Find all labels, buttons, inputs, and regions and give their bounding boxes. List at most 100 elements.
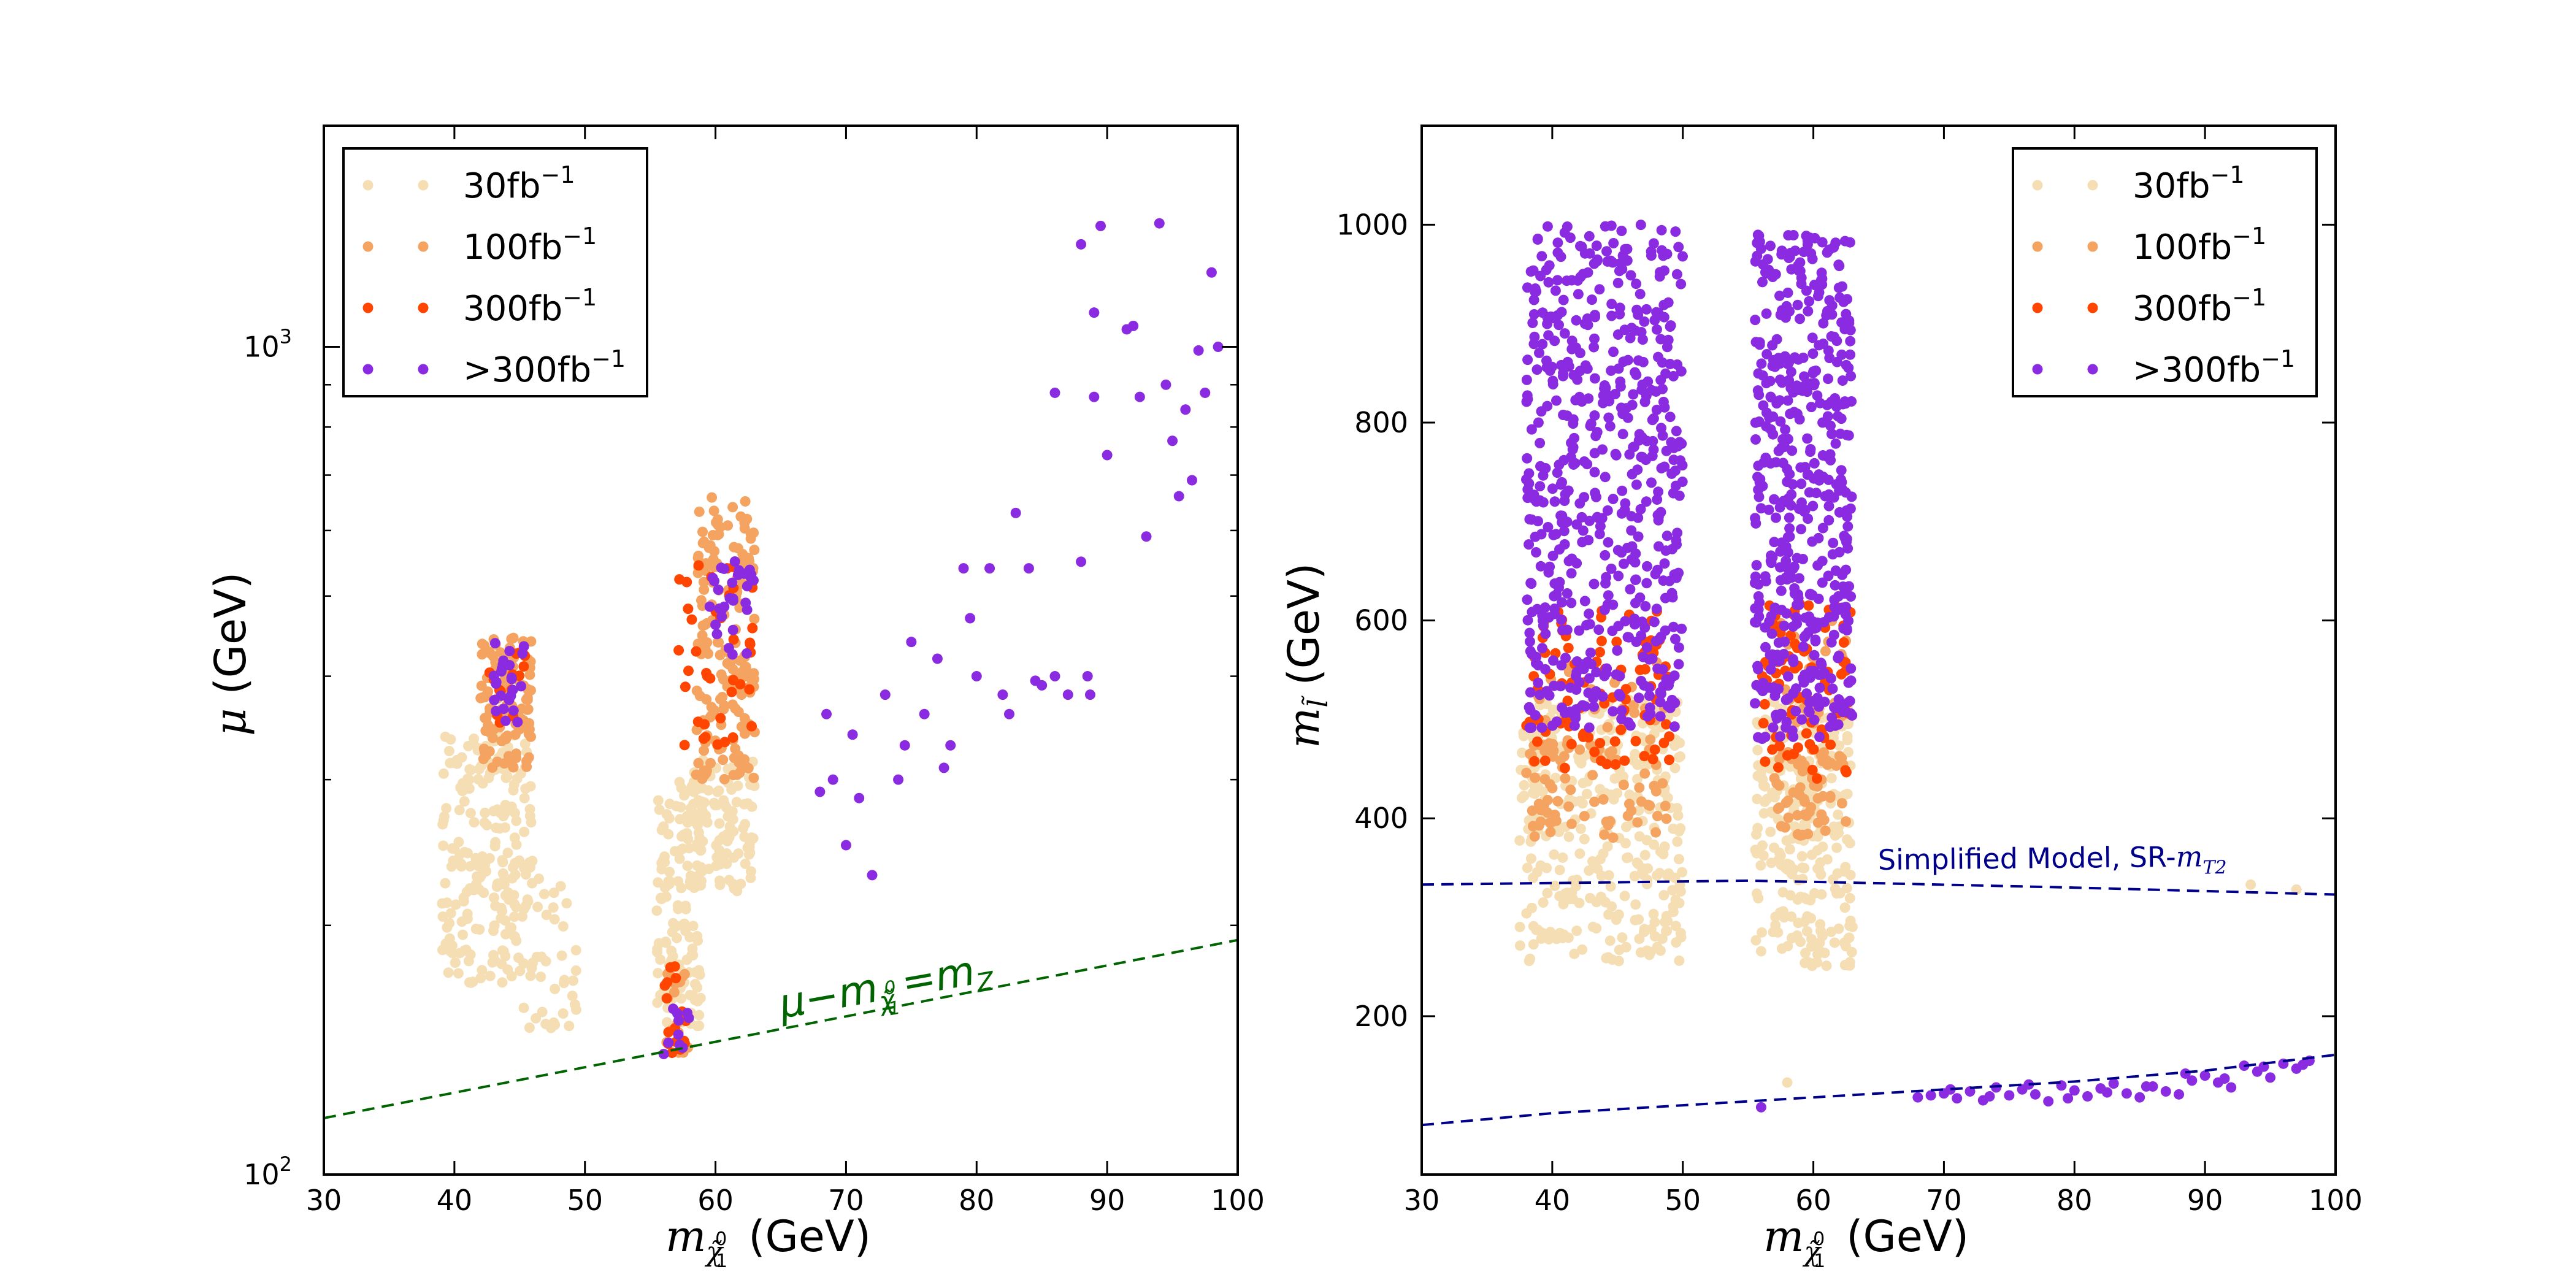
data-point xyxy=(1830,438,1841,449)
data-point xyxy=(1828,611,1839,622)
data-point xyxy=(558,1008,569,1019)
data-point xyxy=(1581,789,1592,799)
data-point xyxy=(1828,629,1839,640)
data-point xyxy=(1668,454,1679,466)
data-point xyxy=(1648,238,1659,249)
y-tick-label: 800 xyxy=(1354,406,1408,439)
data-point xyxy=(694,1010,705,1021)
data-point xyxy=(510,857,521,868)
data-point xyxy=(1603,412,1614,423)
data-point xyxy=(1543,567,1554,578)
data-point xyxy=(1613,570,1624,581)
data-point xyxy=(1826,396,1837,407)
data-point xyxy=(1635,220,1646,231)
data-point xyxy=(1757,370,1768,381)
data-point xyxy=(1671,937,1682,948)
data-point xyxy=(714,818,725,829)
data-point xyxy=(1601,816,1612,827)
data-point xyxy=(479,640,490,651)
data-point xyxy=(1608,238,1619,248)
data-point xyxy=(1822,854,1833,865)
data-point xyxy=(1558,526,1570,537)
data-point xyxy=(1799,862,1810,873)
data-point xyxy=(2004,1090,2015,1101)
data-point xyxy=(1756,358,1767,369)
right-x-axis-label: mχ̃0 1 (GeV) xyxy=(1763,1211,1969,1272)
data-point xyxy=(1592,427,1603,437)
data-point xyxy=(497,977,508,988)
data-point xyxy=(1522,355,1533,366)
data-point xyxy=(1783,671,1793,682)
data-point xyxy=(1825,791,1836,802)
data-point xyxy=(698,577,709,588)
data-point xyxy=(682,1008,693,1019)
data-point xyxy=(1660,368,1671,379)
data-point xyxy=(1525,578,1536,589)
data-point xyxy=(1782,547,1793,558)
data-point xyxy=(1535,270,1546,282)
data-point xyxy=(1557,852,1568,863)
data-point xyxy=(1844,237,1855,248)
data-point xyxy=(1571,670,1581,681)
data-point xyxy=(1606,901,1617,912)
data-point xyxy=(678,902,689,913)
data-point xyxy=(1594,284,1605,295)
data-point xyxy=(1839,960,1850,970)
left-y-axis-label: μ(GeV) xyxy=(205,572,256,736)
data-point xyxy=(1775,416,1786,427)
data-point xyxy=(693,550,704,561)
data-point xyxy=(459,796,470,807)
data-point xyxy=(1826,773,1837,784)
data-point xyxy=(1817,450,1828,461)
data-point xyxy=(719,773,730,784)
data-point xyxy=(1574,348,1585,359)
data-point xyxy=(450,899,461,910)
data-point xyxy=(1825,673,1836,684)
data-point xyxy=(504,694,515,705)
data-point xyxy=(526,963,537,974)
data-point xyxy=(1812,773,1822,784)
data-point xyxy=(1839,323,1850,334)
data-point xyxy=(1585,647,1596,658)
data-point xyxy=(1648,444,1659,455)
data-point xyxy=(1531,364,1543,375)
data-point xyxy=(938,762,949,773)
data-point xyxy=(2219,1073,2230,1084)
data-point xyxy=(1821,960,1832,972)
data-point xyxy=(1800,948,1811,959)
data-point xyxy=(1765,375,1776,386)
data-point xyxy=(1602,505,1613,516)
data-point xyxy=(696,862,707,873)
data-point xyxy=(1616,713,1627,724)
legend-marker xyxy=(2032,302,2043,313)
data-point xyxy=(481,866,491,877)
data-point xyxy=(713,529,724,540)
data-point xyxy=(1539,755,1551,766)
data-point xyxy=(1648,908,1659,919)
data-point xyxy=(1521,767,1532,778)
data-point xyxy=(1549,880,1560,891)
data-point xyxy=(440,878,451,889)
data-point xyxy=(1828,492,1839,503)
data-point xyxy=(1552,237,1563,248)
data-point xyxy=(1675,751,1685,762)
data-point xyxy=(1751,560,1762,570)
right-chart-panel: 30 40 50 60 70 80 90 100 200 400 600 800 1000 Simpli… xyxy=(1279,125,2363,1272)
data-point xyxy=(1760,267,1771,278)
data-point xyxy=(899,740,910,751)
data-point xyxy=(696,801,707,812)
data-point xyxy=(1817,791,1828,802)
data-point xyxy=(465,808,476,819)
data-point xyxy=(1595,854,1606,865)
data-point xyxy=(1542,401,1553,412)
data-point xyxy=(1529,756,1540,767)
legend-marker xyxy=(418,180,429,191)
data-point xyxy=(721,858,732,869)
data-point xyxy=(1524,539,1535,550)
data-point xyxy=(1603,590,1614,601)
data-point xyxy=(1590,488,1601,499)
data-point xyxy=(1577,778,1589,789)
data-point xyxy=(713,585,724,595)
data-point xyxy=(1673,242,1684,253)
